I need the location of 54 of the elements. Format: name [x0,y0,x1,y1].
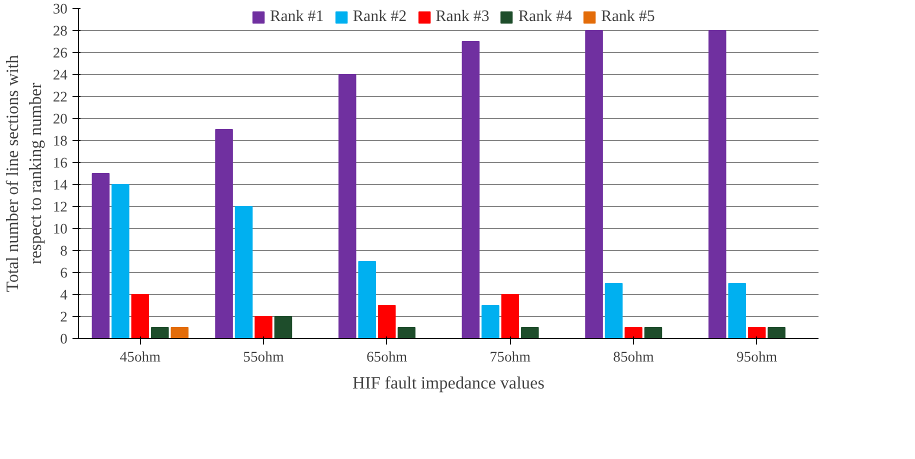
x-tick-label: 75ohm [490,350,532,366]
bar [748,327,766,338]
bar [254,316,272,338]
bar [604,283,623,338]
legend-label: Rank #1 [270,8,324,26]
bar [728,283,746,338]
x-axis-title: HIF fault impedance values [352,374,545,392]
bar [112,184,130,338]
x-tick-label: 65ohm [366,350,408,366]
bar [170,327,189,338]
y-tick-label: 8 [60,244,68,260]
legend-label: Rank #2 [352,8,407,26]
y-axis-title: Total number of line sections with respect to ranking number [3,54,45,292]
y-tick-label: 30 [52,2,68,18]
y-tick-label: 14 [52,178,68,194]
x-tick-label: 85ohm [613,350,654,366]
bar [398,327,416,338]
bar [644,327,662,338]
x-tick-label: 55ohm [243,350,284,366]
bar [131,294,150,338]
bar [234,206,253,338]
bar [768,327,786,338]
legend-label: Rank #5 [601,8,655,26]
bar [708,30,726,338]
bar [274,316,292,338]
bar [501,294,520,338]
y-tick-label: 16 [52,156,68,172]
bar [92,173,110,338]
y-tick-label: 10 [52,222,68,238]
bar [151,327,169,338]
bar [624,327,642,338]
bar [521,327,539,338]
x-tick-label: 45ohm [120,350,162,366]
y-tick-label: 20 [52,112,68,128]
x-tick-label: 95ohm [736,350,778,366]
bar [462,41,480,338]
bar [482,305,500,338]
legend-label: Rank #4 [518,8,572,26]
y-tick-label: 4 [60,288,68,304]
bar [585,30,603,338]
y-tick-label: 26 [52,46,68,62]
y-tick-label: 0 [60,332,68,348]
y-tick-label: 6 [60,266,68,282]
bar [378,305,396,338]
y-tick-label: 24 [52,68,68,84]
bar [358,261,376,338]
y-tick-label: 18 [52,134,68,150]
bar [338,74,356,338]
legend-label: Rank #3 [436,8,490,26]
bar [215,129,233,338]
y-tick-label: 12 [52,200,68,216]
y-tick-label: 28 [52,24,68,40]
y-tick-label: 22 [52,90,68,106]
y-tick-label: 2 [60,310,68,326]
